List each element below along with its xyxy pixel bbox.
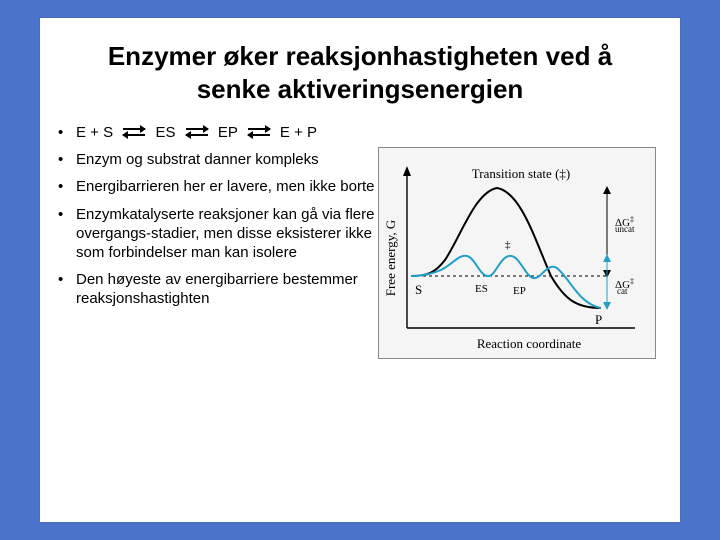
figure-column: Transition state (‡) Free energy, G Reac…	[378, 123, 656, 359]
dG-cat-label: ΔG‡cat	[615, 277, 634, 296]
EP-label: EP	[513, 285, 526, 297]
y-axis-label: Free energy, G	[383, 220, 398, 297]
content-row: E + S ES EP E + P Enzym og substrat dann…	[40, 123, 680, 359]
ddagger-label: ‡	[505, 239, 511, 251]
transition-state-label: Transition state (‡)	[472, 166, 570, 181]
energy-diagram: Transition state (‡) Free energy, G Reac…	[378, 147, 656, 359]
bullet-item: Den høyeste av energibarriere bestemmer …	[58, 270, 378, 308]
bullet-column: E + S ES EP E + P Enzym og substrat dann…	[58, 123, 378, 359]
bullet-item: Enzymkatalyserte reaksjoner kan gå via f…	[58, 205, 378, 263]
dG-uncat-label: ΔG‡uncat	[615, 215, 635, 234]
slide-title: Enzymer øker reaksjonhastigheten ved å s…	[70, 40, 650, 105]
P-label: P	[595, 312, 602, 327]
reaction-equation: E + S ES EP E + P	[58, 123, 378, 142]
equilibrium-arrow-icon	[248, 126, 270, 138]
x-axis-label: Reaction coordinate	[477, 336, 582, 351]
bullet-item: Enzym og substrat danner kompleks	[58, 150, 378, 169]
y-axis-arrow-icon	[403, 166, 411, 176]
ES-label: ES	[475, 283, 488, 295]
bullet-item: Energibarrieren her er lavere, men ikke …	[58, 177, 378, 196]
eq-term: EP	[218, 124, 238, 141]
equilibrium-arrow-icon	[123, 126, 145, 138]
eq-term: ES	[155, 124, 175, 141]
eq-term: E + S	[76, 124, 113, 141]
equilibrium-arrow-icon	[186, 126, 208, 138]
energy-diagram-svg: Transition state (‡) Free energy, G Reac…	[379, 148, 655, 358]
S-label: S	[415, 282, 422, 297]
slide-card: Enzymer øker reaksjonhastigheten ved å s…	[40, 18, 680, 522]
eq-term: E + P	[280, 124, 317, 141]
